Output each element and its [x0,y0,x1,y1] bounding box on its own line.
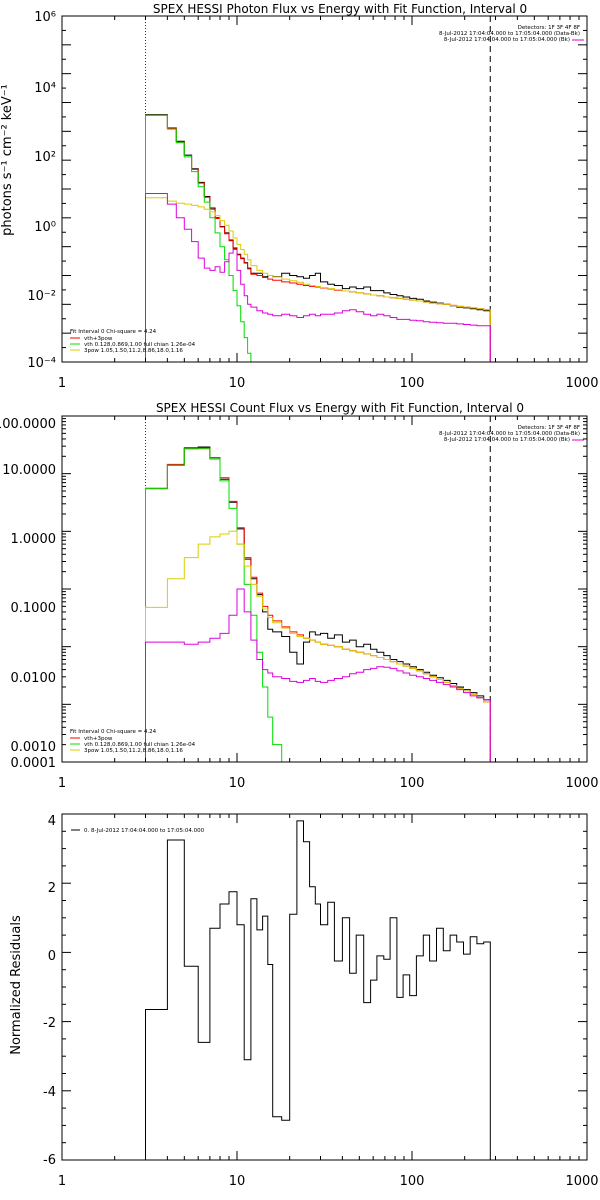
photon-ytick-label-1e-4: 10⁻⁴ [27,356,56,371]
photon-fit-line-1: vth+3pow [84,336,113,342]
count-xtick-label-10: 10 [229,776,246,791]
residuals-ytick-label-2: 2 [48,881,56,896]
series-vth-3pow [145,114,491,362]
photon-xtick-label-1: 1 [58,376,66,391]
photon-legend-data-bk: 8-Jul-2012 17:04:04.000 to 17:05:04.000 … [439,31,580,37]
series-data-bk [145,114,491,362]
residuals-ytick-label-0: 0 [48,949,56,964]
series-vth [145,448,283,762]
count-legend-data-bk: 8-Jul-2012 17:04:04.000 to 17:05:04.000 … [439,431,580,437]
photon-xtick-label-100: 100 [400,376,425,391]
count-series [145,446,491,762]
count-y-ticks [62,415,587,763]
count-ytick-label-0.0001: 0.0001 [11,756,57,771]
photon-ytick-label-1e6: 10⁶ [34,10,56,25]
photon-fit-line-0: Fit Interval 0 Chi-square = 4.24 [70,329,157,335]
photon-legend-detectors: Detectors: 1F 3F 4F 8F [518,25,580,31]
count-xtick-label-100: 100 [400,776,425,791]
residuals-ytick-label-minus6: -6 [43,1153,56,1168]
photon-legend-header: Detectors: 1F 3F 4F 8F 8-Jul-2012 17:04:… [439,25,584,43]
count-fit-line-1: vth+3pow [84,736,113,742]
photon-ytick-label-1e-2: 10⁻² [27,289,56,304]
series-vth-3pow [145,447,491,762]
count-fit-text: Fit Interval 0 Chi-square = 4.24 vth+3po… [70,729,196,754]
residuals-xtick-label-10: 10 [229,1174,246,1189]
residuals-panel: 1 10 100 1000 4 2 0 -2 -4 -6 Normalized … [9,813,599,1189]
residuals-xtick-label-1000: 1000 [565,1174,598,1189]
photon-ytick-label-1e0: 10⁰ [34,220,56,235]
photon-ytick-label-1e2: 10² [34,150,56,165]
residuals-xtick-label-1: 1 [58,1174,66,1189]
photon-x-ticks [61,16,580,362]
series-bk [145,588,491,762]
count-ytick-label-0.1: 0.1000 [11,601,57,616]
count-ytick-label-1: 1.0000 [11,532,57,547]
photon-flux-panel: SPEX HESSI Photon Flux vs Energy with Fi… [0,2,599,391]
series-bk [145,193,491,362]
photon-fit-text: Fit Interval 0 Chi-square = 4.24 vth+3po… [70,329,196,354]
count-chart-title: SPEX HESSI Count Flux vs Energy with Fit… [156,401,524,415]
residuals-y-ticks [62,813,587,1161]
photon-fit-line-2: vth 0.128,0.869,1.00 full chian 1.26e-04 [84,342,196,348]
photon-fit-line-3: 3pow 1.05,1.50,11.2,8.86,18.0,1.16 [84,348,183,354]
count-legend-detectors: Detectors: 1F 3F 4F 8F [518,425,580,431]
residuals-ytick-label-minus2: -2 [43,1016,56,1031]
photon-y-ticks [62,15,587,363]
count-fit-line-3: 3pow 1.05,1.50,11.2,8.86,18.0,1.16 [84,748,183,754]
residuals-plot-frame [61,813,588,1161]
count-flux-panel: SPEX HESSI Count Flux vs Energy with Fit… [0,401,599,791]
count-xtick-label-1000: 1000 [565,776,598,791]
residuals-ytick-label-4: 4 [48,814,56,829]
residuals-legend-label: 0. 8-Jul-2012 17:04:04.000 to 17:05:04.0… [84,828,205,834]
count-ytick-label-10: 10.0000 [2,463,56,478]
count-ytick-label-0.001: 0.0010 [11,740,57,755]
residual-series [145,820,491,1160]
series-3pow [145,530,491,762]
photon-y-axis-label: photons s⁻¹ cm⁻² keV⁻¹ [0,84,15,236]
photon-xtick-label-10: 10 [229,376,246,391]
count-fit-line-2: vth 0.128,0.869,1.00 full chian 1.26e-04 [84,742,196,748]
residuals-y-axis-label: Normalized Residuals [9,915,24,1055]
count-legend-bk: 8-Jul-2012 17:04:04.000 to 17:05:04.000 … [444,437,570,443]
photon-plot-frame [61,15,588,363]
photon-ytick-label-1e4: 10⁴ [34,81,56,96]
photon-chart-title: SPEX HESSI Photon Flux vs Energy with Fi… [153,2,527,16]
photon-series [145,114,491,363]
count-plot-frame [61,415,588,763]
residuals-xtick-label-100: 100 [400,1174,425,1189]
count-vlines [145,416,491,762]
count-ytick-label-100: 100.0000 [0,417,56,432]
count-ytick-label-0.01: 0.0100 [11,671,57,686]
count-fit-line-0: Fit Interval 0 Chi-square = 4.24 [70,729,157,735]
count-legend-header: Detectors: 1F 3F 4F 8F 8-Jul-2012 17:04:… [439,425,584,443]
residuals-ytick-label-minus4: -4 [43,1085,56,1100]
residuals-x-ticks [61,814,580,1160]
series-0- [145,820,491,1160]
count-xtick-label-1: 1 [58,776,66,791]
photon-xtick-label-1000: 1000 [565,376,598,391]
series-vth [145,114,263,363]
photon-legend-bk: 8-Jul-2012 17:04:04.000 to 17:05:04.000 … [444,37,570,43]
photon-vlines [145,16,491,362]
count-x-ticks [61,416,580,762]
series-data-bk [145,446,491,762]
series-3pow [145,197,491,362]
